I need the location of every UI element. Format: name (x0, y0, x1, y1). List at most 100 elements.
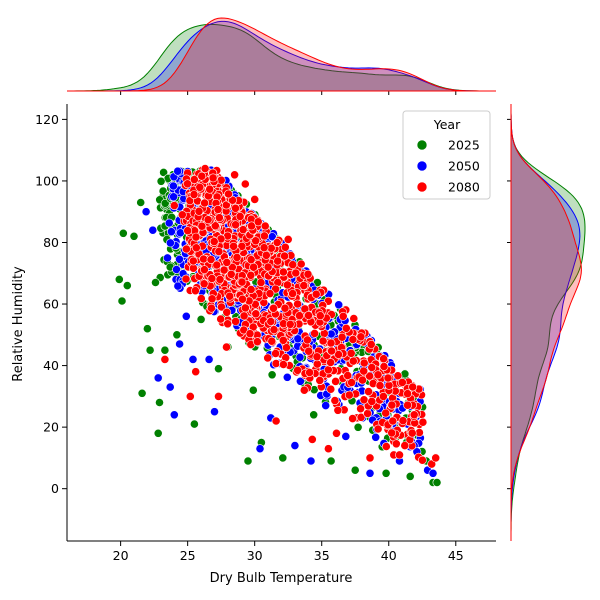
scatter-point (296, 259, 306, 269)
x-axis-label: Dry Bulb Temperature (210, 571, 353, 586)
scatter-point (337, 332, 347, 342)
scatter-point (358, 375, 367, 385)
scatter-point (359, 358, 369, 368)
scatter-point (175, 339, 184, 349)
scatter-point (282, 372, 292, 382)
scatter-point (280, 251, 289, 261)
scatter-point (391, 439, 401, 449)
scatter-point (348, 414, 357, 423)
scatter-point (379, 362, 389, 371)
scatter-point (387, 400, 397, 410)
y-tick-label: 120 (35, 112, 59, 127)
scatter-point (172, 265, 181, 274)
scatter-point (341, 431, 351, 441)
scatter-point (348, 356, 358, 366)
scatter-point (251, 309, 261, 319)
scatter-point (207, 294, 217, 304)
scatter-point (231, 220, 240, 230)
scatter-point (203, 215, 213, 225)
scatter-point (252, 337, 262, 347)
legend: Year 2025 2050 2080 (402, 110, 491, 200)
scatter-point (290, 441, 300, 450)
y-tick-label: 60 (43, 297, 59, 312)
scatter-point (191, 232, 201, 242)
scatter-point (240, 179, 250, 189)
scatter-point (222, 307, 232, 317)
scatter-point (175, 254, 184, 264)
legend-label: 2025 (448, 138, 480, 153)
scatter-point (302, 335, 312, 345)
scatter-point (359, 366, 369, 376)
scatter-point (159, 167, 168, 177)
scatter-point (122, 281, 132, 290)
scatter-point (326, 338, 336, 348)
scatter-point (155, 398, 164, 407)
scatter-point (271, 416, 281, 426)
scatter-point (190, 286, 200, 296)
scatter-point (260, 221, 270, 231)
scatter-plot-area (114, 164, 442, 487)
scatter-point (213, 204, 223, 214)
scatter-point (331, 376, 340, 386)
scatter-point (375, 381, 385, 390)
scatter-point (315, 375, 325, 385)
scatter-point (151, 278, 160, 287)
scatter-point (250, 194, 260, 204)
scatter-point (209, 237, 219, 246)
scatter-point (326, 358, 335, 367)
scatter-point (216, 175, 226, 185)
scatter-point (224, 189, 233, 199)
scatter-point (304, 346, 314, 356)
scatter-point (245, 329, 255, 339)
scatter-points (114, 164, 442, 487)
scatter-point (326, 456, 336, 466)
scatter-point (255, 444, 265, 454)
scatter-point (323, 444, 333, 454)
scatter-point (142, 324, 152, 334)
scatter-point (365, 468, 375, 478)
scatter-point (367, 363, 377, 372)
scatter-point (312, 352, 322, 362)
scatter-point (271, 359, 281, 368)
scatter-point (397, 377, 407, 387)
scatter-point (280, 242, 290, 252)
x-kde-2080 (67, 17, 496, 92)
scatter-point (189, 175, 199, 184)
scatter-point (312, 359, 322, 369)
scatter-point (199, 279, 209, 289)
scatter-point (330, 396, 340, 405)
scatter-point (238, 225, 248, 235)
scatter-point (269, 303, 278, 313)
scatter-point (323, 365, 333, 375)
scatter-point (188, 354, 198, 364)
legend-label: 2080 (448, 180, 480, 195)
scatter-point (364, 387, 373, 396)
scatter-point (164, 218, 174, 228)
scatter-point (305, 368, 314, 377)
scatter-point (283, 234, 293, 244)
y-marginal-kde (507, 104, 586, 541)
scatter-point (189, 419, 199, 429)
legend-marker (416, 139, 428, 151)
scatter-point (251, 236, 261, 246)
scatter-point (303, 269, 313, 279)
scatter-point (263, 262, 273, 272)
y-tick-label: 100 (35, 173, 59, 188)
scatter-point (431, 453, 441, 463)
scatter-point (194, 206, 204, 216)
scatter-point (363, 409, 372, 418)
scatter-point (315, 311, 325, 321)
scatter-point (207, 274, 217, 283)
scatter-point (160, 345, 170, 355)
legend-marker (416, 160, 428, 172)
scatter-point (293, 365, 302, 375)
scatter-point (165, 382, 175, 392)
scatter-point (259, 243, 269, 253)
scatter-point (304, 310, 313, 320)
scatter-point (371, 432, 381, 442)
scatter-point (205, 184, 215, 194)
scatter-point (216, 314, 226, 324)
scatter-point (398, 416, 408, 426)
scatter-point (366, 339, 376, 349)
scatter-point (381, 408, 391, 418)
